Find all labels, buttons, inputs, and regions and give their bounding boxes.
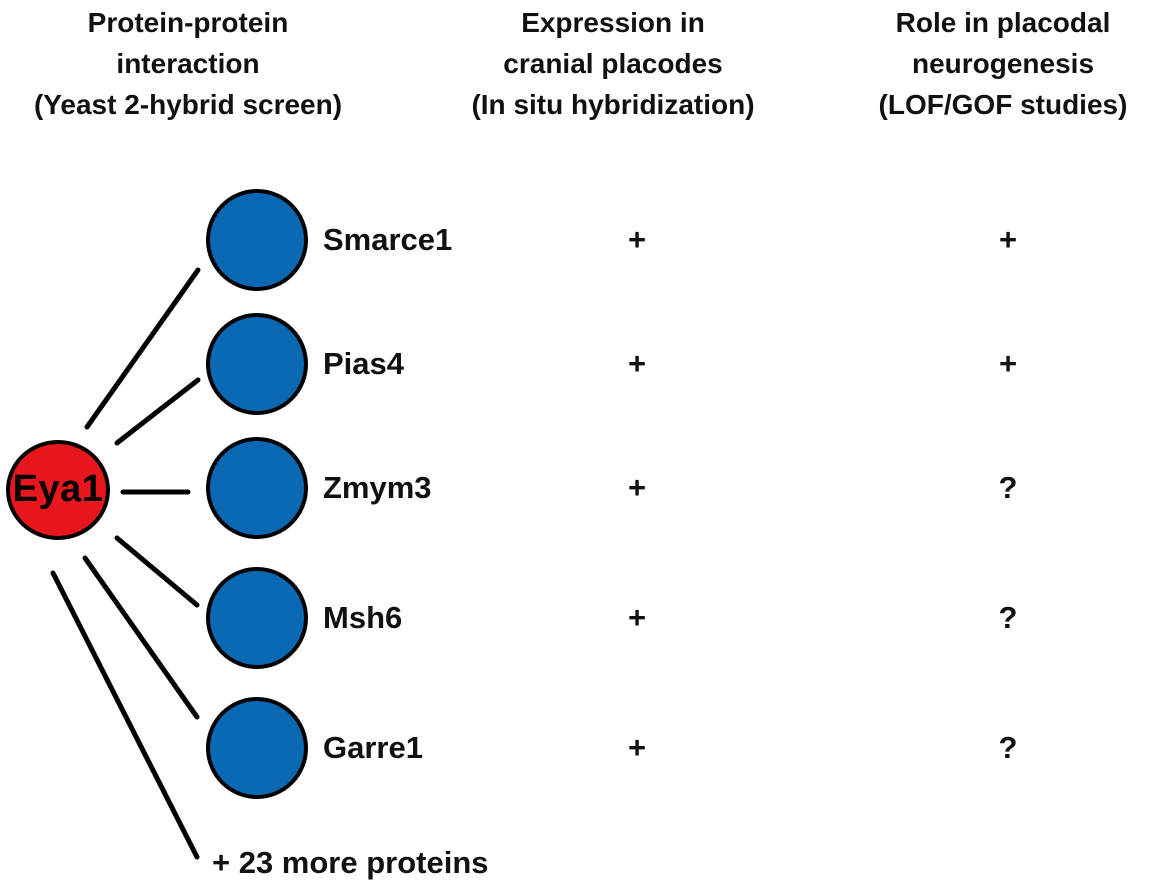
expression-value: + bbox=[627, 730, 647, 765]
node-zmym3 bbox=[206, 437, 308, 539]
hub-label-eya1: Eya1 bbox=[12, 468, 104, 510]
edge-eya1-smarce1 bbox=[84, 267, 201, 430]
expression-value: + bbox=[627, 346, 647, 381]
edge-eya1-msh6 bbox=[114, 535, 200, 608]
node-pias4 bbox=[206, 313, 308, 415]
role-value: + bbox=[998, 346, 1018, 381]
column-header-interaction: Protein-protein interaction (Yeast 2-hyb… bbox=[33, 7, 343, 120]
node-msh6 bbox=[206, 567, 308, 669]
protein-label: Zmym3 bbox=[323, 470, 432, 505]
role-value: + bbox=[998, 222, 1018, 257]
role-value: ? bbox=[998, 470, 1018, 505]
edge-eya1-pias4 bbox=[114, 377, 201, 446]
edge-eya1-more-proteins bbox=[50, 570, 200, 860]
expression-value: + bbox=[627, 600, 647, 635]
more-proteins-note: + 23 more proteins bbox=[212, 845, 489, 880]
expression-value: + bbox=[627, 222, 647, 257]
edge-eya1-garre1 bbox=[82, 555, 200, 720]
node-garre1 bbox=[206, 697, 308, 799]
role-value: ? bbox=[998, 600, 1018, 635]
protein-label: Smarce1 bbox=[323, 222, 453, 257]
protein-label: Pias4 bbox=[323, 346, 405, 381]
protein-label: Msh6 bbox=[323, 600, 403, 635]
protein-label: Garre1 bbox=[323, 730, 423, 765]
column-header-role: Role in placodal neurogenesis (LOF/GOF s… bbox=[878, 7, 1128, 120]
role-value: ? bbox=[998, 730, 1018, 765]
expression-value: + bbox=[627, 470, 647, 505]
node-smarce1 bbox=[206, 189, 308, 291]
column-header-expression: Expression in cranial placodes (In situ … bbox=[471, 7, 755, 120]
node-eya1-hub bbox=[6, 440, 110, 540]
